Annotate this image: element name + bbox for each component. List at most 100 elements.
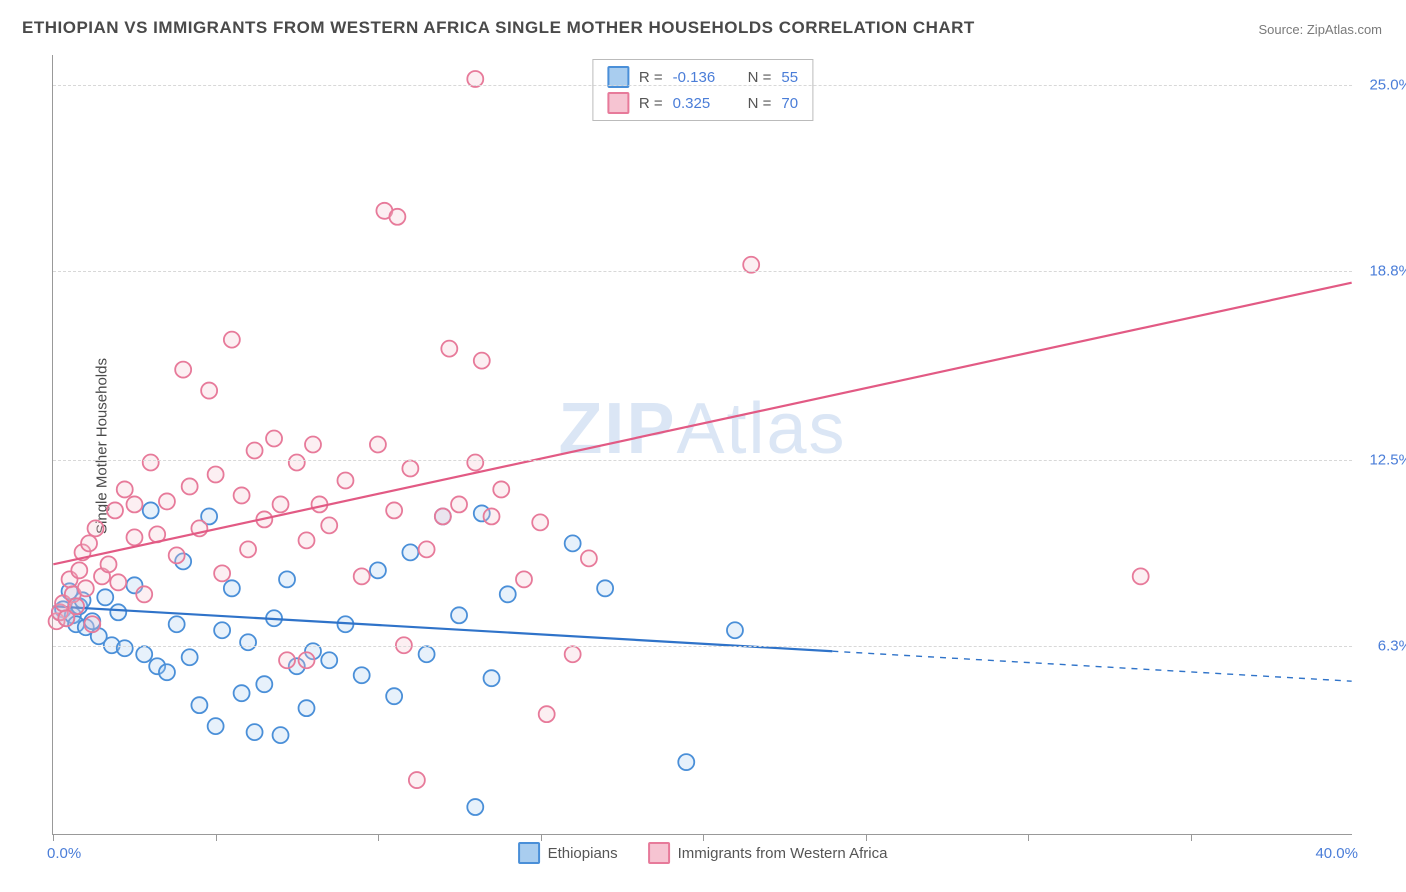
legend-row: R = 0.325N = 70 (607, 92, 798, 114)
data-point (81, 535, 97, 551)
legend-n-value: 70 (781, 95, 798, 112)
x-max-label: 40.0% (1315, 845, 1358, 862)
data-point (224, 332, 240, 348)
data-point (402, 544, 418, 560)
legend-series-item: Immigrants from Western Africa (648, 842, 888, 864)
gridline (53, 271, 1352, 272)
data-point (97, 589, 113, 605)
data-point (409, 772, 425, 788)
data-point (126, 529, 142, 545)
y-tick-label: 18.8% (1357, 263, 1406, 280)
data-point (305, 437, 321, 453)
data-point (110, 604, 126, 620)
data-point (169, 616, 185, 632)
trendline (53, 283, 1351, 565)
data-point (136, 646, 152, 662)
data-point (581, 550, 597, 566)
data-point (234, 685, 250, 701)
legend-series: Ethiopians Immigrants from Western Africa (518, 842, 888, 864)
data-point (143, 454, 159, 470)
y-tick-label: 12.5% (1357, 452, 1406, 469)
source-label: Source: ZipAtlas.com (1258, 22, 1382, 37)
legend-swatch (648, 842, 670, 864)
x-tick (53, 834, 54, 841)
data-point (247, 724, 263, 740)
data-point (256, 676, 272, 692)
data-point (101, 556, 117, 572)
legend-correlation: R = -0.136N = 55R = 0.325N = 70 (592, 59, 813, 121)
data-point (88, 520, 104, 536)
gridline (53, 646, 1352, 647)
data-point (182, 478, 198, 494)
data-point (354, 667, 370, 683)
data-point (159, 493, 175, 509)
data-point (370, 562, 386, 578)
legend-r-value: 0.325 (673, 95, 728, 112)
data-point (354, 568, 370, 584)
data-point (370, 437, 386, 453)
data-point (68, 598, 84, 614)
data-point (451, 496, 467, 512)
data-point (299, 532, 315, 548)
data-point (279, 571, 295, 587)
legend-r-value: -0.136 (673, 69, 728, 86)
legend-swatch (518, 842, 540, 864)
data-point (500, 586, 516, 602)
data-point (565, 646, 581, 662)
data-point (273, 496, 289, 512)
data-point (1133, 568, 1149, 584)
data-point (78, 580, 94, 596)
data-point (214, 565, 230, 581)
data-point (201, 383, 217, 399)
data-point (419, 541, 435, 557)
data-point (516, 571, 532, 587)
data-point (234, 487, 250, 503)
data-point (110, 574, 126, 590)
data-point (143, 502, 159, 518)
legend-series-name: Ethiopians (548, 845, 618, 862)
x-min-label: 0.0% (47, 845, 81, 862)
data-point (175, 362, 191, 378)
gridline (53, 460, 1352, 461)
data-point (441, 341, 457, 357)
data-point (451, 607, 467, 623)
data-point (678, 754, 694, 770)
data-point (539, 706, 555, 722)
data-point (467, 454, 483, 470)
data-point (266, 431, 282, 447)
data-point (208, 466, 224, 482)
data-point (247, 443, 263, 459)
data-point (299, 700, 315, 716)
data-point (182, 649, 198, 665)
data-point (467, 799, 483, 815)
legend-r-label: R = (639, 69, 663, 86)
data-point (474, 353, 490, 369)
trendline-extrapolated (832, 651, 1351, 681)
x-tick (866, 834, 867, 841)
data-point (565, 535, 581, 551)
x-tick (1191, 834, 1192, 841)
data-point (484, 670, 500, 686)
x-tick (541, 834, 542, 841)
data-point (240, 541, 256, 557)
data-point (126, 496, 142, 512)
data-point (208, 718, 224, 734)
gridline (53, 85, 1352, 86)
data-point (279, 652, 295, 668)
data-point (532, 514, 548, 530)
data-point (273, 727, 289, 743)
chart-container: ETHIOPIAN VS IMMIGRANTS FROM WESTERN AFR… (0, 0, 1406, 892)
data-point (159, 664, 175, 680)
data-point (107, 502, 123, 518)
legend-swatch (607, 92, 629, 114)
data-point (117, 481, 133, 497)
x-tick (378, 834, 379, 841)
data-point (117, 640, 133, 656)
data-point (386, 688, 402, 704)
data-point (493, 481, 509, 497)
data-point (435, 508, 451, 524)
legend-r-label: R = (639, 95, 663, 112)
plot-area: ZIPAtlas R = -0.136N = 55R = 0.325N = 70… (52, 55, 1352, 835)
data-point (419, 646, 435, 662)
data-point (321, 517, 337, 533)
